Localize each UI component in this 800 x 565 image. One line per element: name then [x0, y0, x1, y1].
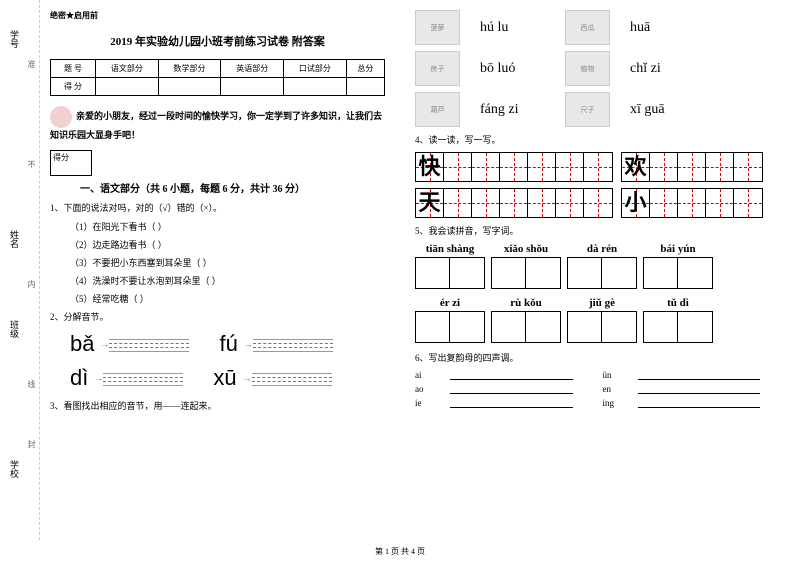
- char: 小: [622, 189, 649, 217]
- question-1: 1、下面的说法对吗，对的（√）错的（×）。: [50, 201, 385, 214]
- match-row: 葫芦 fáng zi 尺子 xī guā: [415, 92, 790, 127]
- dash-label: 线: [26, 380, 37, 388]
- arrow-icon: →: [244, 339, 253, 349]
- tone-row: aiün: [415, 370, 790, 380]
- q1-item: （1）在阳光下看书（ ）: [70, 220, 385, 233]
- score-table: 题 号 语文部分 数学部分 英语部分 口试部分 总分 得 分: [50, 59, 385, 96]
- q1-item: （5）经常吃糖（ ）: [70, 292, 385, 305]
- match-pinyin: hú lu: [480, 20, 545, 36]
- right-column: 菠萝 hú lu 西瓜 huā 房子 bō luó 植物 chǐ zi 葫芦 f…: [400, 0, 800, 540]
- margin-label: 姓名: [8, 230, 21, 248]
- match-row: 菠萝 hú lu 西瓜 huā: [415, 10, 790, 45]
- score-box: 得分: [50, 150, 92, 176]
- tone-row: ieing: [415, 398, 790, 408]
- exam-title: 2019 年实验幼儿园小班考前练习试卷 附答案: [50, 33, 385, 49]
- char: 天: [416, 189, 443, 217]
- match-image: 西瓜: [565, 10, 610, 45]
- question-5: 5、我会读拼音，写字词。: [415, 224, 790, 237]
- char: 欢: [622, 153, 649, 181]
- tone-row: aoen: [415, 384, 790, 394]
- match-pinyin: fáng zi: [480, 102, 545, 118]
- char-row: 天 小: [415, 188, 790, 218]
- match-image: 菠萝: [415, 10, 460, 45]
- page-footer: 第 1 页 共 4 页: [0, 546, 800, 557]
- arrow-icon: →: [94, 373, 103, 383]
- dash-label: 内: [26, 280, 37, 288]
- question-2: 2、分解音节。: [50, 310, 385, 323]
- pinyin-write-row: tiān shàng xiǎo shǒu dà rén bái yún: [415, 243, 790, 289]
- pinyin: fú: [219, 331, 237, 357]
- pinyin: xū: [213, 365, 236, 391]
- binding-margin: 学号 准 姓名 不 内 班级 线 封 学校: [0, 0, 40, 540]
- q1-item: （2）边走路边看书（ ）: [70, 238, 385, 251]
- match-image: 葫芦: [415, 92, 460, 127]
- match-pinyin: bō luó: [480, 61, 545, 77]
- pinyin-row: bǎ → fú →: [70, 331, 385, 357]
- match-pinyin: chǐ zi: [630, 61, 695, 77]
- margin-label: 学校: [8, 460, 21, 478]
- match-image: 植物: [565, 51, 610, 86]
- match-row: 房子 bō luó 植物 chǐ zi: [415, 51, 790, 86]
- char: 快: [416, 153, 443, 181]
- pinyin-row: dì → xū →: [70, 365, 385, 391]
- match-image: 尺子: [565, 92, 610, 127]
- arrow-icon: →: [243, 373, 252, 383]
- secret-label: 绝密★启用前: [50, 10, 385, 21]
- left-column: 绝密★启用前 2019 年实验幼儿园小班考前练习试卷 附答案 题 号 语文部分 …: [40, 0, 400, 540]
- match-pinyin: xī guā: [630, 102, 695, 118]
- pinyin: bǎ: [70, 331, 94, 357]
- question-4: 4、读一读，写一写。: [415, 133, 790, 146]
- margin-label: 学号: [8, 30, 21, 48]
- dash-label: 准: [26, 60, 37, 68]
- dash-label: 封: [26, 440, 37, 448]
- greeting-text: 亲爱的小朋友，经过一段时间的愉快学习，你一定学到了许多知识，让我们去知识乐园大显…: [50, 106, 385, 142]
- char-row: 快 欢: [415, 152, 790, 182]
- pinyin-write-row: ér zi rù kǒu jiǔ gè tǔ dì: [415, 297, 790, 343]
- q1-item: （3）不要把小东西塞到耳朵里（ ）: [70, 256, 385, 269]
- pinyin: dì: [70, 365, 88, 391]
- match-pinyin: huā: [630, 20, 695, 36]
- kid-icon: [50, 106, 72, 128]
- match-image: 房子: [415, 51, 460, 86]
- section-title: 一、语文部分（共 6 小题，每题 6 分，共计 36 分）: [80, 180, 385, 195]
- arrow-icon: →: [100, 339, 109, 349]
- q1-item: （4）洗澡时不要让水泡到耳朵里（ ）: [70, 274, 385, 287]
- question-6: 6、写出复韵母的四声调。: [415, 351, 790, 364]
- question-3: 3、看图找出相应的音节，用——连起来。: [50, 399, 385, 412]
- dash-label: 不: [26, 160, 37, 168]
- margin-label: 班级: [8, 320, 21, 338]
